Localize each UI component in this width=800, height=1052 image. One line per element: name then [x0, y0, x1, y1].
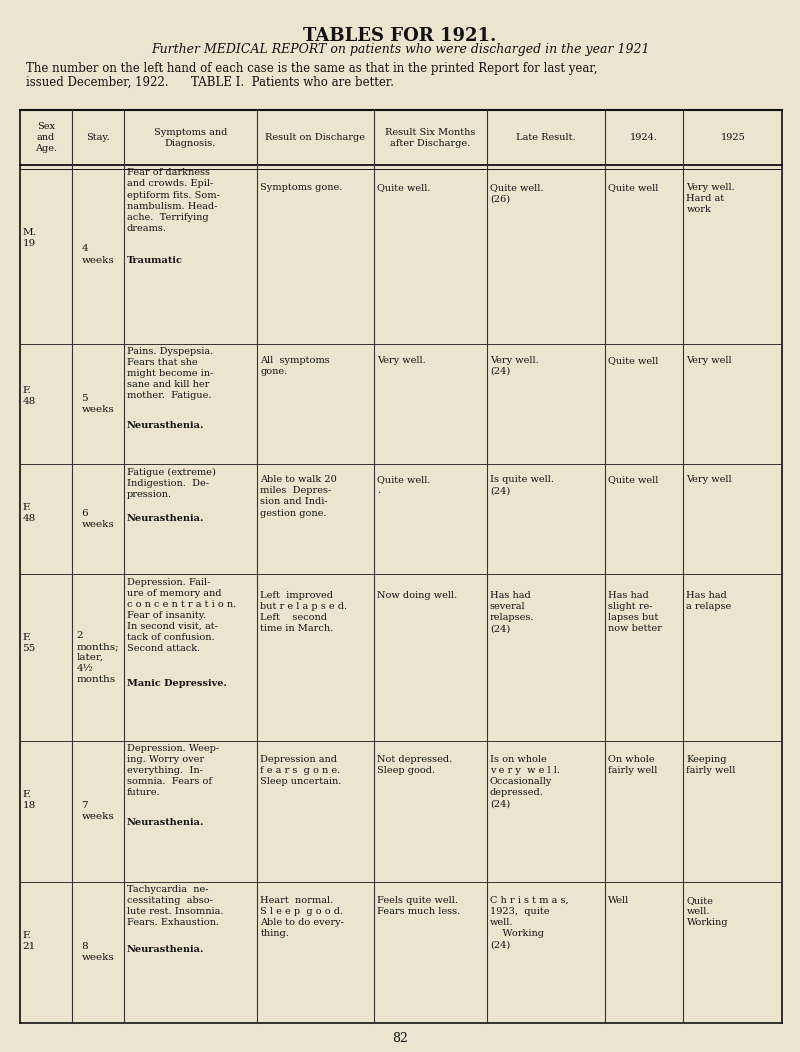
Text: Quite well.
.: Quite well. . [377, 476, 430, 495]
Text: Sex
and
Age.: Sex and Age. [35, 122, 57, 154]
Text: Now doing well.: Now doing well. [377, 591, 458, 600]
Text: Neurasthenia.: Neurasthenia. [127, 817, 204, 827]
Text: Pains. Dyspepsia.
Fears that she
might become in-
sane and kill her
mother.  Fat: Pains. Dyspepsia. Fears that she might b… [127, 347, 213, 401]
Text: Symptoms and
Diagnosis.: Symptoms and Diagnosis. [154, 127, 227, 148]
Text: Depression and
f e a r s  g o n e.
Sleep uncertain.: Depression and f e a r s g o n e. Sleep … [260, 755, 342, 786]
Text: 1924.: 1924. [630, 134, 658, 142]
Text: Symptoms gone.: Symptoms gone. [260, 183, 342, 193]
Text: Fatigue (extreme)
Indigestion.  De-
pression.: Fatigue (extreme) Indigestion. De- press… [127, 467, 216, 499]
Text: The number on the left hand of each case is the same as that in the printed Repo: The number on the left hand of each case… [26, 62, 597, 75]
Text: F.
18: F. 18 [22, 790, 36, 810]
Text: Stay.: Stay. [86, 134, 110, 142]
Text: Very well: Very well [686, 476, 732, 484]
Text: Able to walk 20
miles  Depres-
sion and Indi-
gestion gone.: Able to walk 20 miles Depres- sion and I… [260, 476, 337, 518]
Text: All  symptoms
gone.: All symptoms gone. [260, 356, 330, 376]
Text: Quite well.: Quite well. [377, 183, 430, 193]
Text: Is on whole
v e r y  w e l l.
Occasionally
depressed.
(24): Is on whole v e r y w e l l. Occasionall… [490, 755, 560, 808]
Text: Result Six Months
after Discharge.: Result Six Months after Discharge. [385, 127, 475, 148]
Text: Quite well.
(26): Quite well. (26) [490, 183, 543, 203]
Text: Neurasthenia.: Neurasthenia. [127, 945, 204, 954]
Text: Traumatic: Traumatic [127, 256, 182, 265]
Text: Quite well: Quite well [608, 183, 658, 193]
Text: Result on Discharge: Result on Discharge [266, 134, 366, 142]
Text: issued December, 1922.      TABLE I.  Patients who are better.: issued December, 1922. TABLE I. Patients… [26, 76, 394, 88]
Text: TABLES FOR 1921.: TABLES FOR 1921. [303, 27, 497, 45]
Text: Very well.: Very well. [377, 356, 426, 365]
Text: Is quite well.
(24): Is quite well. (24) [490, 476, 554, 495]
Text: 1925: 1925 [721, 134, 746, 142]
Text: 7
weeks: 7 weeks [82, 802, 114, 822]
Text: Very well: Very well [686, 356, 732, 365]
Text: 2
months;
later,
4½
months: 2 months; later, 4½ months [77, 631, 119, 685]
Text: 4
weeks: 4 weeks [82, 244, 114, 264]
Text: Neurasthenia.: Neurasthenia. [127, 421, 204, 429]
Text: M.
19: M. 19 [22, 227, 36, 248]
Text: Neurasthenia.: Neurasthenia. [127, 513, 204, 523]
Text: Very well.
(24): Very well. (24) [490, 356, 538, 376]
Text: F.
55: F. 55 [22, 632, 36, 653]
Text: 5
weeks: 5 weeks [82, 393, 114, 414]
Text: Not depressed.
Sleep good.: Not depressed. Sleep good. [377, 755, 452, 775]
Text: 82: 82 [392, 1032, 408, 1045]
Text: Has had
several
relapses.
(24): Has had several relapses. (24) [490, 591, 534, 633]
Text: F.
48: F. 48 [22, 386, 36, 406]
Text: Quite well: Quite well [608, 476, 658, 484]
Text: 8
weeks: 8 weeks [82, 943, 114, 963]
Text: Very well.
Hard at
work: Very well. Hard at work [686, 183, 735, 215]
Text: Keeping
fairly well: Keeping fairly well [686, 755, 736, 775]
Text: Left  improved
but r e l a p s e d.
Left    second
time in March.: Left improved but r e l a p s e d. Left … [260, 591, 347, 633]
Text: Quite
well.
Working: Quite well. Working [686, 895, 728, 927]
Text: Tachycardia  ne-
cessitating  abso-
lute rest. Insomnia.
Fears. Exhaustion.: Tachycardia ne- cessitating abso- lute r… [127, 885, 223, 927]
Text: C h r i s t m a s,
1923,  quite
well.
    Working
(24): C h r i s t m a s, 1923, quite well. Wor… [490, 895, 569, 949]
Text: F.
48: F. 48 [22, 503, 36, 523]
Text: Feels quite well.
Fears much less.: Feels quite well. Fears much less. [377, 895, 460, 916]
Text: Has had
slight re-
lapses but
now better: Has had slight re- lapses but now better [608, 591, 662, 633]
Text: Late Result.: Late Result. [516, 134, 575, 142]
Text: F.
21: F. 21 [22, 931, 36, 951]
Text: Further MEDICAL REPORT on patients who were discharged in the year 1921: Further MEDICAL REPORT on patients who w… [150, 43, 650, 56]
Text: Has had
a relapse: Has had a relapse [686, 591, 732, 611]
Text: Fear of darkness
and crowds. Epil-
eptiform fits. Som-
nambulism. Head-
ache.  T: Fear of darkness and crowds. Epil- eptif… [127, 168, 220, 232]
Text: Quite well: Quite well [608, 356, 658, 365]
Text: Manic Depressive.: Manic Depressive. [127, 679, 226, 688]
Text: 6
weeks: 6 weeks [82, 509, 114, 529]
Text: Depression. Weep-
ing. Worry over
everything.  In-
somnia.  Fears of
future.: Depression. Weep- ing. Worry over everyt… [127, 744, 219, 797]
Text: On whole
fairly well: On whole fairly well [608, 755, 658, 775]
Text: Heart  normal.
S l e e p  g o o d.
Able to do every-
thing.: Heart normal. S l e e p g o o d. Able to… [260, 895, 344, 938]
Text: Depression. Fail-
ure of memory and
c o n c e n t r a t i o n.
Fear of insanity.: Depression. Fail- ure of memory and c o … [127, 578, 236, 653]
Text: Well: Well [608, 895, 630, 905]
